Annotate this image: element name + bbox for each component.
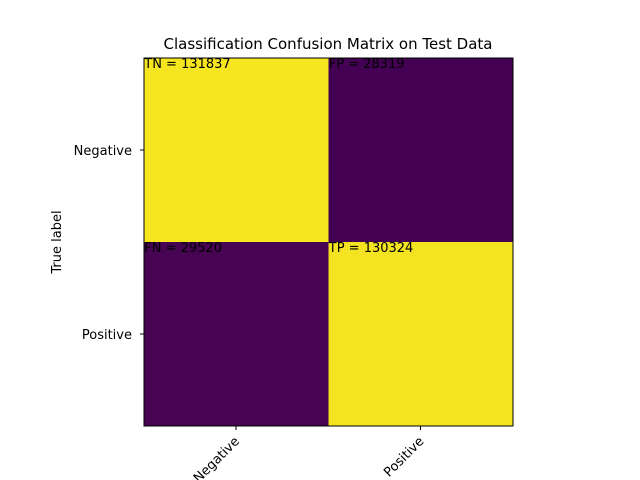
- x-tick-label: Positive: [381, 434, 427, 480]
- cell-false-positive-label: FP = 28319: [329, 57, 405, 72]
- y-tick-label: Positive: [82, 328, 132, 343]
- x-axis-ticks: Negative Positive: [191, 426, 427, 480]
- plot-frame: [143, 57, 514, 427]
- cell-false-negative: [144, 242, 329, 426]
- cell-true-negative-label: TN = 131837: [143, 57, 230, 72]
- x-tick-label: Negative: [191, 434, 243, 480]
- y-axis-ticks: Negative Positive: [74, 144, 144, 343]
- cell-false-positive: [328, 58, 513, 242]
- cell-true-positive: [328, 242, 513, 426]
- cell-true-positive-label: TP = 130324: [328, 241, 414, 256]
- cell-false-negative-label: FN = 29520: [144, 241, 222, 256]
- cell-true-negative: [144, 58, 329, 242]
- heatmap-cells: [144, 58, 513, 426]
- chart-title: Classification Confusion Matrix on Test …: [164, 35, 493, 53]
- heatmap-cell-labels: TN = 131837 FP = 28319 FN = 29520 TP = 1303…: [143, 57, 413, 256]
- y-tick-label: Negative: [74, 144, 132, 159]
- y-axis-label: True label: [50, 210, 65, 274]
